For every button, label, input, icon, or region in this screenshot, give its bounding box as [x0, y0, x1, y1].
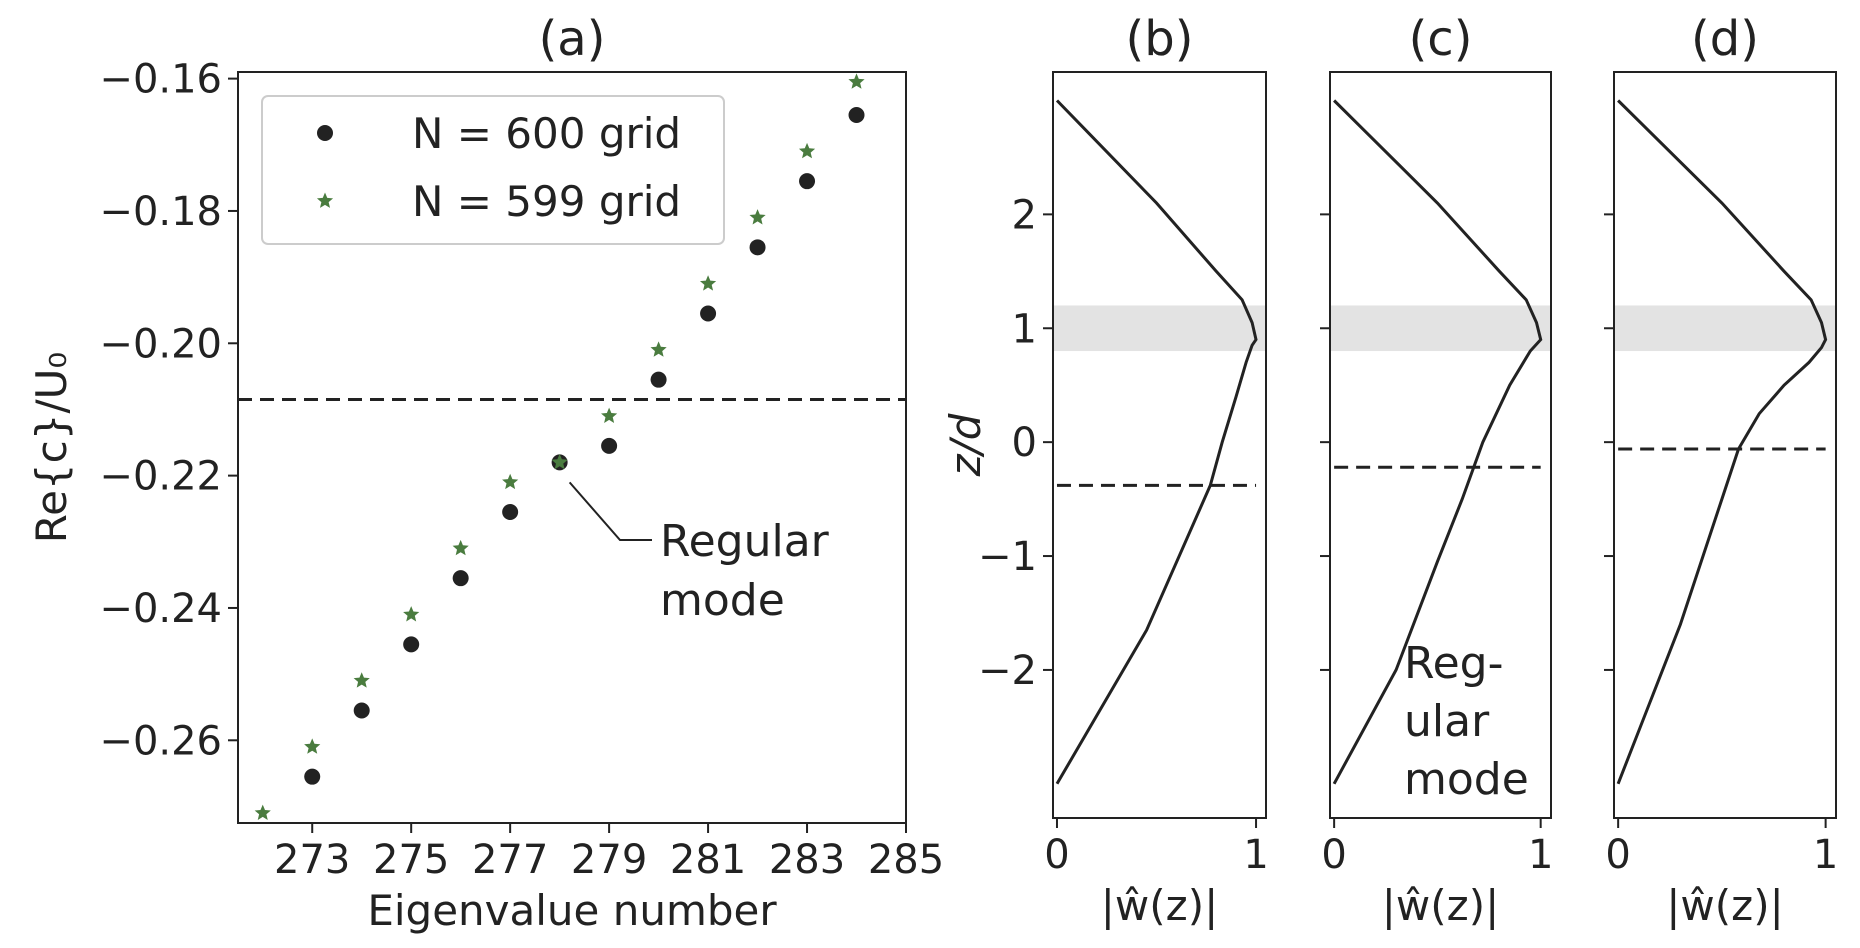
- x-tick-label: 285: [868, 837, 944, 883]
- data-point-n599: [551, 453, 568, 470]
- data-point-n599: [848, 73, 865, 89]
- panel-a: (a) 273 275 277 279 281 283 285 −0.16 −0.18 −0.20 −…: [27, 11, 944, 935]
- plot-frame-d: [1613, 71, 1837, 819]
- annotation-text-line2: mode: [660, 575, 785, 626]
- data-point-n599: [798, 142, 816, 159]
- data-point-n600: [452, 570, 469, 587]
- data-point-n599: [304, 738, 321, 754]
- y-tick-label: 0: [1012, 420, 1037, 466]
- data-point-n600: [848, 107, 865, 124]
- data-point-n600: [749, 239, 766, 256]
- panel-d: (d) 0 1 |ŵ(z)|: [1604, 11, 1838, 930]
- legend-marker-n600: [317, 125, 333, 141]
- x-tick-label: 1: [1813, 832, 1838, 878]
- panel-title-a: (a): [539, 11, 606, 67]
- data-point-n599: [353, 672, 370, 688]
- x-tick-label: 283: [769, 837, 845, 883]
- x-tick-label: 279: [571, 837, 647, 883]
- x-tick-label: 1: [1243, 832, 1268, 878]
- data-point-n599: [502, 473, 519, 490]
- x-tick-label: 277: [472, 837, 548, 883]
- data-point-n599: [452, 539, 469, 556]
- profile-curve-c: [1332, 99, 1543, 785]
- x-tick-label: 1: [1528, 832, 1553, 878]
- data-point-n599: [254, 804, 271, 820]
- x-tick-label: 0: [1321, 832, 1346, 878]
- plot-frame-c: [1329, 71, 1552, 819]
- legend-box: [261, 95, 725, 245]
- data-point-n600: [304, 768, 321, 785]
- annotation-text-line3: mode: [1404, 754, 1529, 805]
- data-point-n600: [601, 437, 618, 454]
- x-axis-label: |ŵ(z)|: [1101, 881, 1218, 930]
- data-point-n600: [353, 702, 370, 719]
- data-point-n600: [650, 371, 667, 388]
- annotation-text-line1: Reg-: [1404, 638, 1503, 689]
- plot-frame-a: [237, 71, 907, 824]
- y-tick-label: −1: [978, 534, 1037, 580]
- y-tick-label: −0.22: [99, 454, 222, 500]
- y-tick-label: −0.24: [99, 586, 222, 632]
- annotation-text-line2: ular: [1404, 696, 1490, 747]
- panel-title-d: (d): [1691, 11, 1759, 67]
- legend: N = 600 grid N = 599 grid: [261, 95, 725, 245]
- panel-title-c: (c): [1409, 11, 1473, 67]
- x-tick-label: 273: [274, 837, 350, 883]
- data-point-n599: [699, 275, 717, 291]
- annotation-leader-line: [568, 481, 652, 541]
- data-point-n599: [403, 606, 420, 622]
- y-tick-label: 2: [1012, 192, 1037, 238]
- profile-curve-b: [1055, 99, 1258, 785]
- panel-title-b: (b): [1126, 11, 1194, 67]
- shaded-band-d: [1614, 305, 1836, 352]
- data-point-n599: [749, 209, 766, 225]
- y-tick-label: −0.26: [99, 718, 222, 764]
- plot-frame-b: [1052, 71, 1267, 819]
- data-point-n600: [700, 305, 717, 322]
- shaded-band-b: [1053, 305, 1266, 352]
- annotation-text-line1: Regular: [660, 516, 830, 567]
- y-tick-label: 1: [1012, 306, 1037, 352]
- data-point-n600: [799, 173, 816, 190]
- legend-label-n599: N = 599 grid: [412, 177, 681, 226]
- profile-curve-d: [1616, 99, 1828, 785]
- y-tick-label: −2: [978, 648, 1037, 694]
- x-tick-label: 0: [1605, 832, 1630, 878]
- panel-c: (c) 0 1 |ŵ(z)| Reg-ular mode: [1320, 11, 1553, 930]
- x-tick-label: 275: [373, 837, 449, 883]
- x-tick-label: 0: [1044, 832, 1069, 878]
- y-axis-label: z/d: [941, 413, 990, 477]
- x-tick-label: 281: [670, 837, 746, 883]
- x-axis-label: |ŵ(z)|: [1382, 881, 1499, 930]
- y-tick-label: −0.16: [99, 57, 222, 103]
- y-axis-label: Re{c}/U₀: [27, 352, 76, 543]
- legend-marker-n599: [316, 192, 334, 208]
- panel-b: (b) 0 1 −2 −1 0 1 2 z/d |ŵ(z)|: [941, 11, 1269, 930]
- data-point-n600: [502, 504, 519, 521]
- shaded-band-c: [1330, 305, 1551, 352]
- data-point-n599: [601, 407, 618, 423]
- data-point-n599: [650, 341, 667, 357]
- y-tick-label: −0.20: [99, 321, 222, 367]
- x-axis-label: Eigenvalue number: [367, 886, 777, 935]
- y-tick-label: −0.18: [99, 189, 222, 235]
- legend-label-n600: N = 600 grid: [412, 109, 681, 158]
- x-axis-label: |ŵ(z)|: [1666, 881, 1783, 930]
- data-point-n600: [403, 636, 420, 653]
